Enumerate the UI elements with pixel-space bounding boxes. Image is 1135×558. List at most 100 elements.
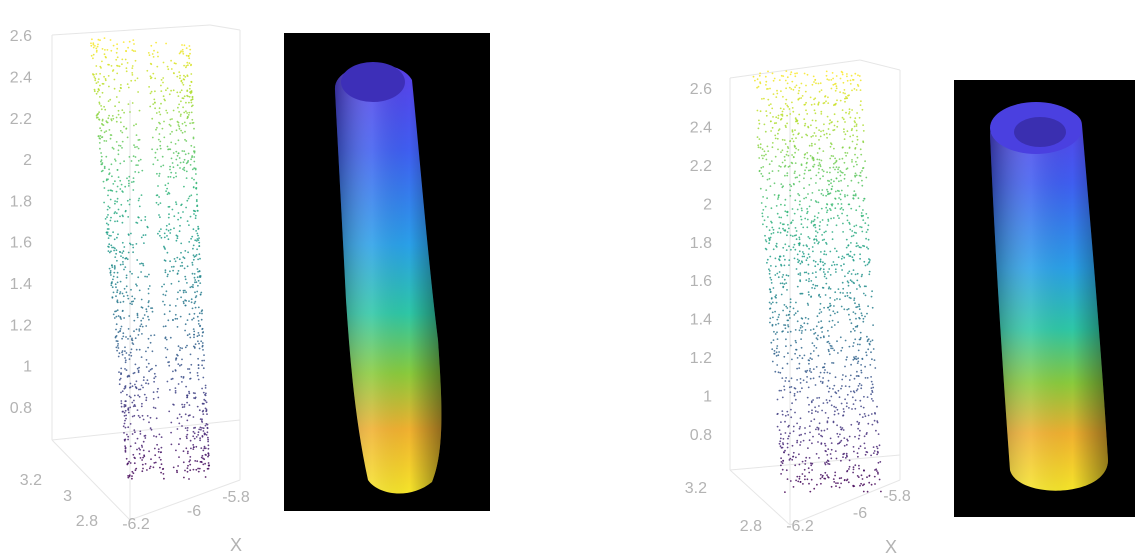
point [114, 221, 116, 223]
point [120, 301, 122, 303]
point [877, 472, 879, 474]
point [138, 148, 140, 150]
point [862, 358, 864, 360]
point [787, 76, 789, 78]
point [181, 44, 183, 46]
point [113, 314, 115, 316]
point [833, 481, 835, 483]
point [855, 313, 857, 315]
point [188, 393, 190, 395]
point [826, 428, 828, 430]
point [807, 211, 809, 213]
point [800, 481, 802, 483]
point [125, 404, 127, 406]
point [777, 338, 779, 340]
point [795, 312, 797, 314]
point [91, 55, 93, 57]
point [784, 139, 786, 141]
point [820, 268, 822, 270]
point [818, 129, 820, 131]
point [194, 273, 196, 275]
point [189, 456, 191, 458]
point [799, 363, 801, 365]
point [128, 252, 130, 254]
point [833, 217, 835, 219]
point [864, 366, 866, 368]
point [853, 166, 855, 168]
point [805, 460, 807, 462]
point [804, 355, 806, 357]
point [785, 143, 787, 145]
point [127, 338, 129, 340]
point [840, 180, 842, 182]
point [131, 471, 133, 473]
point [772, 312, 774, 314]
point [818, 241, 820, 243]
point [191, 81, 193, 83]
point [134, 431, 136, 433]
point [810, 280, 812, 282]
point [857, 139, 859, 141]
point [834, 472, 836, 474]
point [206, 401, 208, 403]
point [780, 151, 782, 153]
point [809, 169, 811, 171]
point [820, 320, 822, 322]
point [111, 247, 113, 249]
point [103, 124, 105, 126]
point [819, 178, 821, 180]
point [193, 138, 195, 140]
point [116, 316, 118, 318]
point [111, 65, 113, 67]
point [855, 209, 857, 211]
point [768, 242, 770, 244]
point [823, 366, 825, 368]
point [832, 310, 834, 312]
point [837, 482, 839, 484]
x-tick-label: -5.8 [222, 489, 250, 506]
point [119, 330, 121, 332]
point [809, 145, 811, 147]
point [110, 284, 112, 286]
point [830, 315, 832, 317]
point [97, 91, 99, 93]
point [179, 349, 181, 351]
point [200, 340, 202, 342]
point [866, 231, 868, 233]
point [825, 412, 827, 414]
point [170, 119, 172, 121]
point [785, 345, 787, 347]
point [114, 268, 116, 270]
point [782, 111, 784, 113]
point [819, 296, 821, 298]
point [822, 377, 824, 379]
point [782, 247, 784, 249]
point [760, 173, 762, 175]
point [123, 425, 125, 427]
point [199, 348, 201, 350]
point [175, 260, 177, 262]
point [191, 301, 193, 303]
point [133, 400, 135, 402]
point [196, 240, 198, 242]
point [776, 413, 778, 415]
point [198, 307, 200, 309]
point [100, 161, 102, 163]
point [826, 71, 828, 73]
point [812, 166, 814, 168]
point [178, 423, 180, 425]
point [783, 255, 785, 257]
point [115, 160, 117, 162]
point [841, 171, 843, 173]
point [823, 253, 825, 255]
point [843, 429, 845, 431]
point [197, 259, 199, 261]
point [127, 83, 129, 85]
point [795, 399, 797, 401]
point [202, 331, 204, 333]
point [173, 152, 175, 154]
point [194, 460, 196, 462]
point [115, 329, 117, 331]
point [825, 242, 827, 244]
z-tick-label: 1 [703, 388, 712, 405]
